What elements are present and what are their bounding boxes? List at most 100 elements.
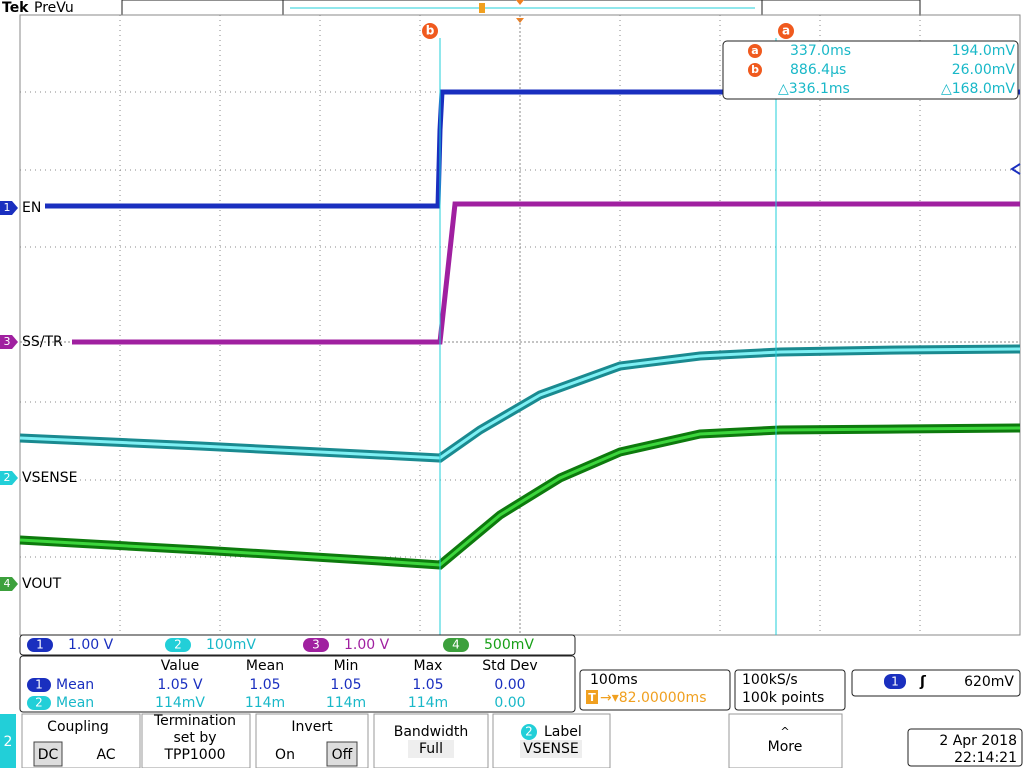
button-title: Bandwidth: [394, 724, 469, 740]
readout-time: △336.1ms: [778, 81, 850, 97]
ch-number: 4: [452, 638, 460, 652]
readout-marker: b: [751, 63, 759, 76]
ch-number: 2: [174, 638, 182, 652]
channel-number: 4: [4, 577, 11, 590]
channel-number: 2: [4, 471, 11, 484]
button-value: Full: [419, 741, 443, 757]
ch-badge: [884, 674, 906, 689]
badge: [748, 44, 762, 58]
meas-channel: 2: [35, 696, 43, 710]
meas-cell: 1.05: [330, 677, 361, 693]
meas-cell: 114m: [245, 695, 285, 711]
trigger-slope: ʃ: [919, 674, 927, 690]
coupling-button[interactable]: Coupling DC AC: [21, 713, 141, 768]
cursor-a-label: a: [782, 24, 790, 38]
button-title: More: [768, 739, 803, 755]
menu-channel-tab: [0, 714, 16, 768]
ch-scale: 1.00 V: [68, 637, 114, 653]
meas-cell: 0.00: [494, 677, 525, 693]
readout-time: 886.4µs: [790, 62, 846, 78]
button-text: TPP1000: [163, 747, 225, 763]
trigger-flag: [479, 3, 485, 13]
value-bg: [408, 740, 454, 758]
timebase-position: →▾82.00000ms: [600, 690, 707, 706]
trace-ch1: [45, 89, 1020, 209]
channel-number: 1: [4, 201, 11, 214]
invert-button[interactable]: Invert On Off: [255, 713, 369, 768]
label-button[interactable]: 2 Label VSENSE: [492, 713, 611, 768]
meas-header: Mean: [246, 658, 284, 674]
date: 2 Apr 2018: [939, 733, 1017, 749]
channel-badge: [0, 471, 18, 485]
bandwidth-button[interactable]: Bandwidth Full: [373, 713, 489, 768]
button-title: Coupling: [47, 719, 109, 735]
readout-level: △168.0mV: [941, 81, 1015, 97]
button-text: Termination: [153, 713, 236, 729]
ch-scale: 1.00 V: [344, 637, 390, 653]
trace-label: EN: [22, 200, 41, 216]
meas-header: Value: [161, 658, 199, 674]
trigger-icon: T: [588, 691, 596, 704]
termination-button[interactable]: Termination set by TPP1000: [141, 713, 251, 768]
readout-marker: a: [751, 44, 758, 57]
ch-badge: [443, 638, 469, 652]
cursor-b-label: b: [426, 24, 435, 38]
record-length: 100k points: [742, 690, 824, 706]
channel-badge: [0, 201, 18, 215]
button-title: Label: [544, 724, 582, 740]
more-button[interactable]: ^ More: [728, 713, 843, 768]
ch-scale: 100mV: [206, 637, 256, 653]
channel-number: 3: [4, 335, 11, 348]
meas-cell: 1.05: [249, 677, 280, 693]
cursor-b-badge: [422, 23, 438, 39]
readout-level: 26.00mV: [952, 62, 1016, 78]
measurement-table: [19, 655, 576, 713]
trigger-pos: [516, 0, 524, 23]
ch-badge: [27, 696, 51, 710]
timebase-box: [579, 669, 731, 711]
offscreen-marker: [1010, 163, 1021, 175]
option: DC: [38, 747, 59, 763]
ch-scale: 500mV: [484, 637, 534, 653]
readout-level: 194.0mV: [952, 43, 1016, 59]
brand: Tek: [2, 0, 29, 16]
ch-number: 1: [36, 638, 44, 652]
meas-cell: 114m: [408, 695, 448, 711]
button-title: Invert: [291, 719, 333, 735]
timebase-scale: 100ms: [590, 672, 638, 688]
ch-badge: [165, 638, 191, 652]
button-value: VSENSE: [523, 741, 579, 757]
meas-name: Mean: [56, 695, 94, 711]
option: Off: [332, 747, 353, 763]
graticule: [19, 14, 1021, 636]
channel-bar: [19, 634, 576, 656]
readout-time: 337.0ms: [790, 43, 851, 59]
time: 22:14:21: [954, 750, 1017, 766]
channel-badge: [0, 335, 18, 349]
trace-label: VSENSE: [22, 470, 78, 486]
meas-cell: 0.00: [494, 695, 525, 711]
meas-cell: 1.05 V: [157, 677, 203, 693]
cursor-readout: [722, 40, 1019, 100]
menu-channel: 2: [4, 734, 13, 750]
trigger-level: 620mV: [964, 674, 1014, 690]
cursor-a-badge: [778, 23, 794, 39]
trigger-channel: 1: [891, 675, 899, 689]
ch-badge: [27, 638, 53, 652]
meas-channel: 1: [35, 678, 43, 692]
meas-header: Std Dev: [482, 658, 537, 674]
selected: [326, 741, 358, 767]
datetime-box: [907, 728, 1023, 767]
meas-cell: 114m: [326, 695, 366, 711]
ch-badge: [303, 638, 329, 652]
option: AC: [96, 747, 115, 763]
meas-cell: 114mV: [155, 695, 205, 711]
option: On: [275, 747, 295, 763]
ch-badge: [27, 678, 51, 692]
sample-rate: 100kS/s: [742, 672, 798, 688]
trigger-icon-bg: [586, 690, 598, 704]
trace-ch3: [72, 201, 1020, 345]
button-text: set by: [173, 730, 216, 746]
more-arrow: ^: [780, 725, 789, 738]
